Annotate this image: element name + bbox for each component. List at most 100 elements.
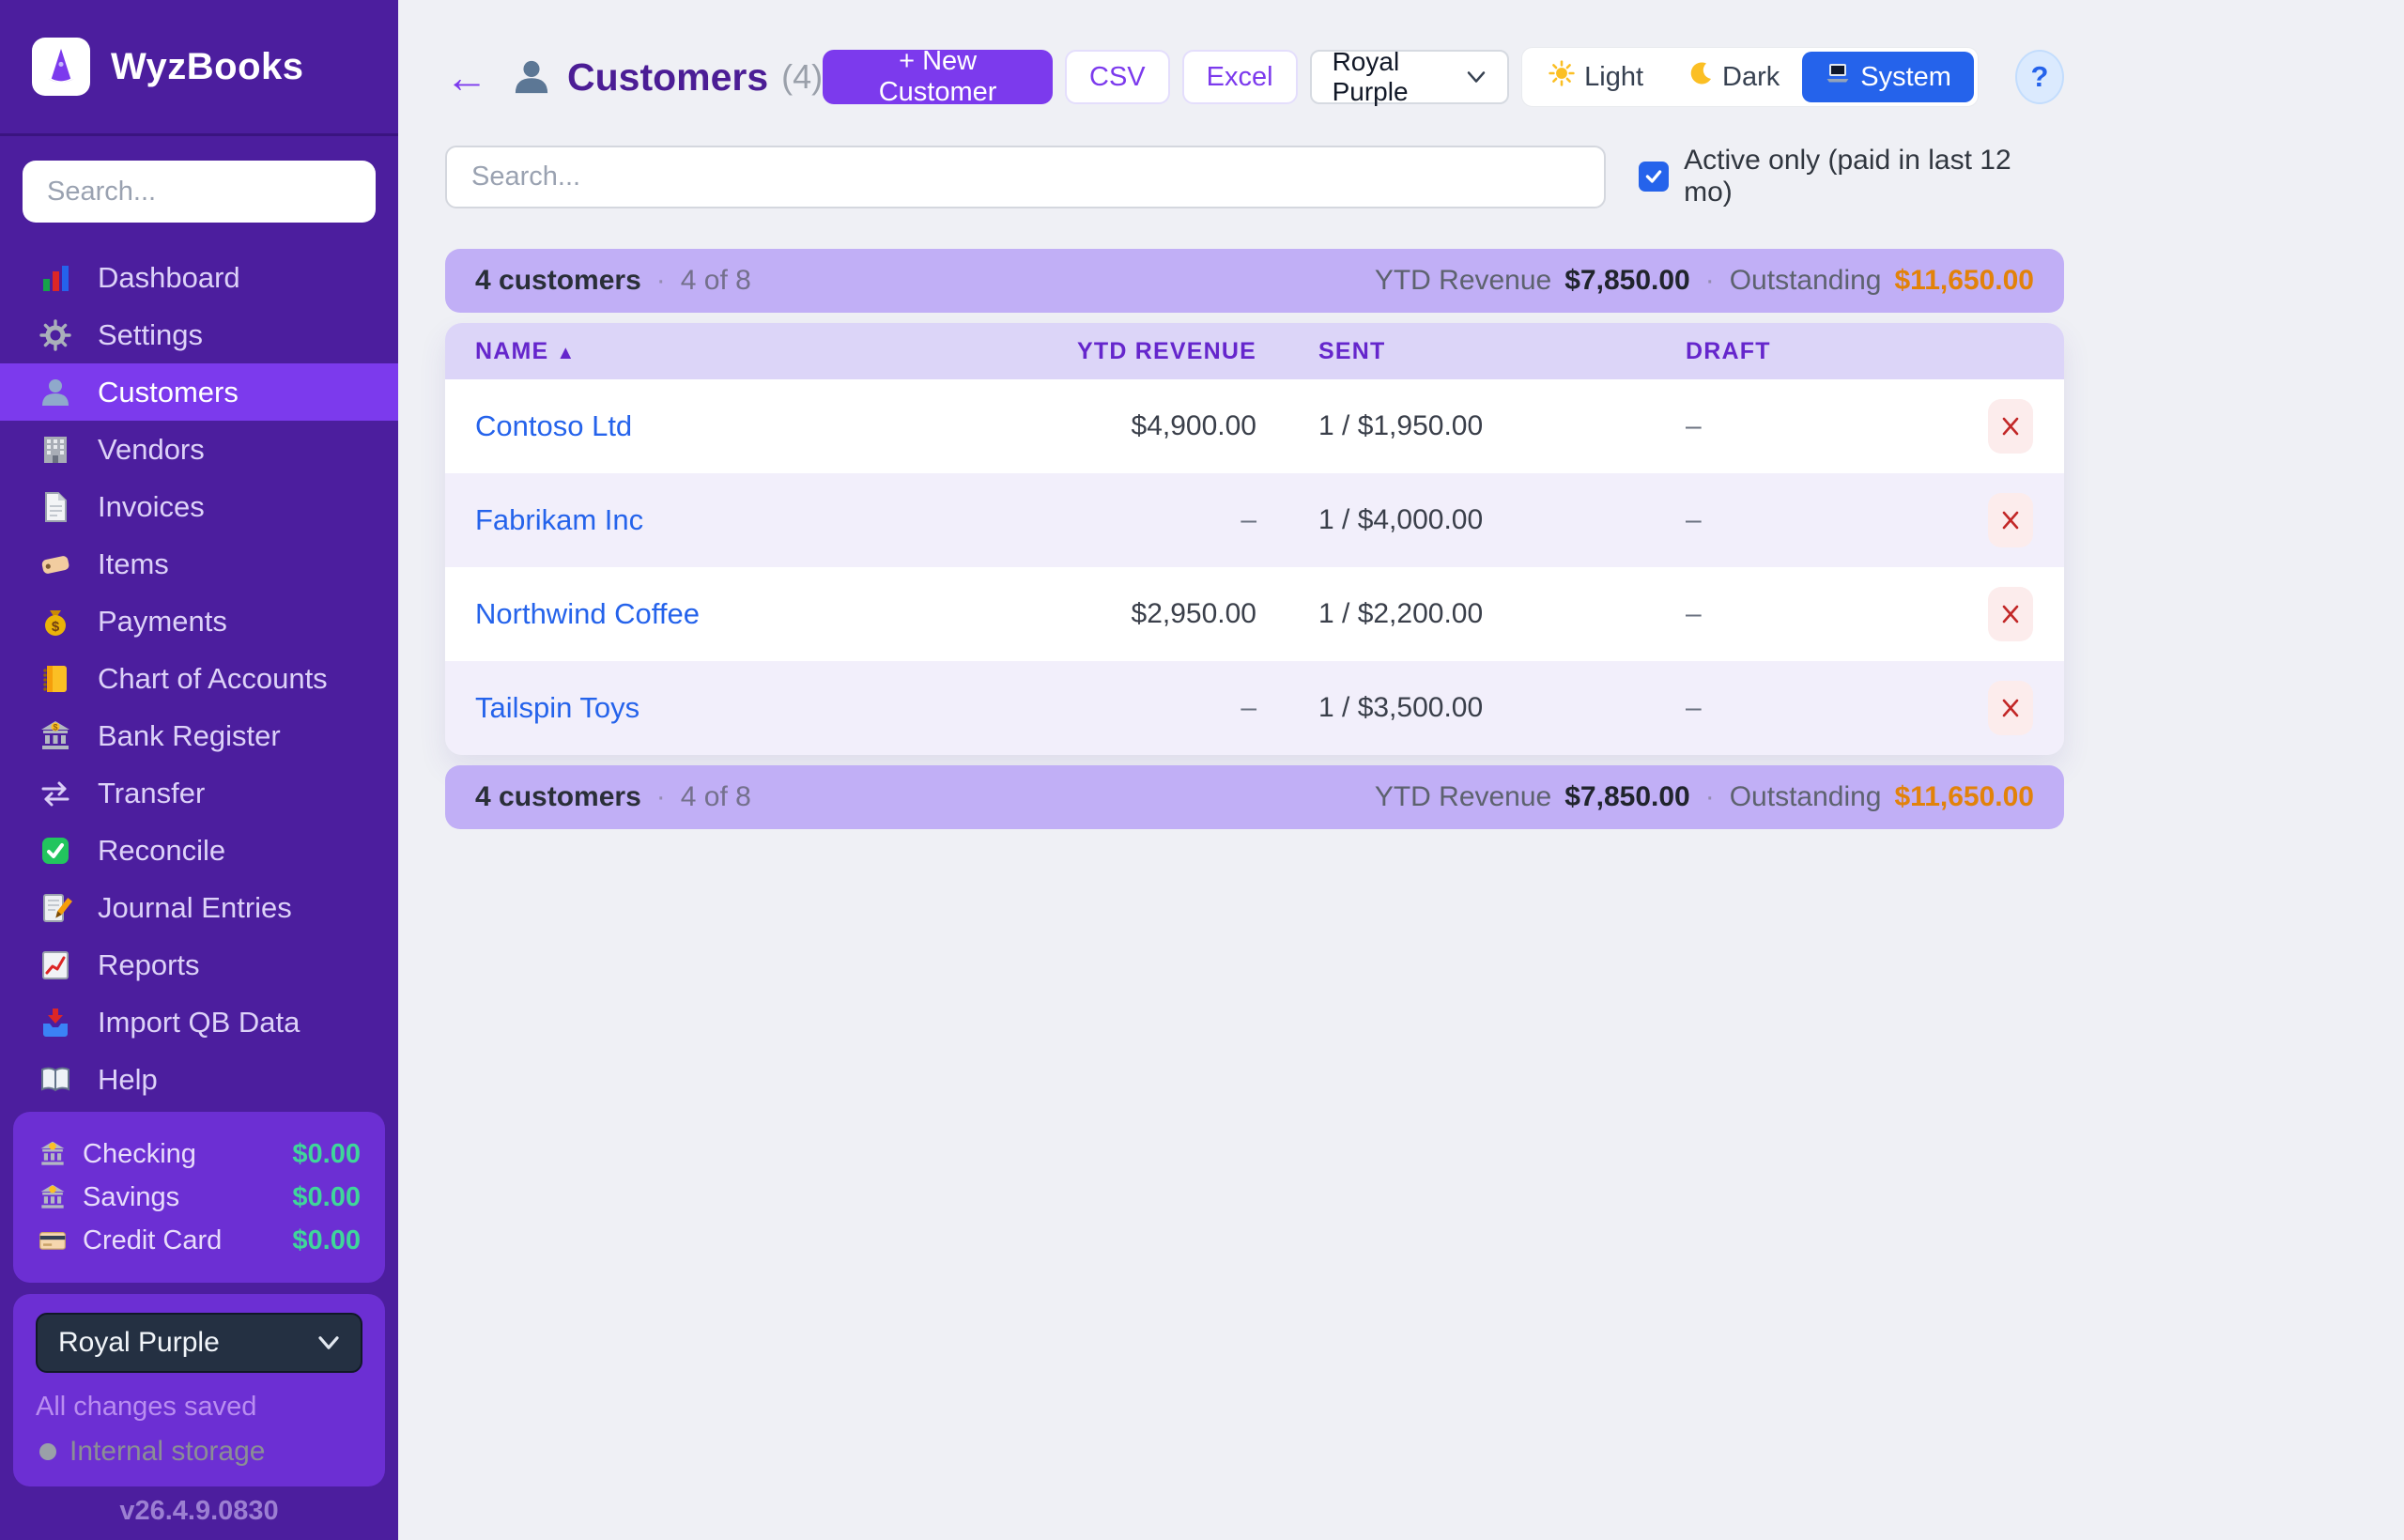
sidebar-item-vendors[interactable]: Vendors: [0, 421, 398, 478]
money-bag-icon: $: [38, 604, 73, 639]
customer-count: 4 customers: [475, 265, 641, 296]
sidebar-item-import-qb-data[interactable]: Import QB Data: [0, 993, 398, 1051]
storage-status: Internal storage: [36, 1436, 362, 1468]
theme-dark-label: Dark: [1722, 61, 1780, 92]
sidebar-item-transfer[interactable]: Transfer: [0, 764, 398, 822]
ytd-revenue-label: YTD Revenue: [1374, 265, 1552, 296]
account-balance: $0.00: [292, 1224, 361, 1255]
sent-cell: 1 / $1,950.00: [1318, 410, 1484, 441]
sidebar-item-label: Bank Register: [98, 718, 281, 752]
sidebar-item-chart-of-accounts[interactable]: Chart of Accounts: [0, 650, 398, 707]
chevron-down-icon: [317, 1334, 340, 1351]
sidebar-item-invoices[interactable]: Invoices: [0, 478, 398, 535]
summary-bar-top: 4 customers · 4 of 8 YTD Revenue $7,850.…: [445, 249, 2064, 313]
theme-dark-segment[interactable]: Dark: [1666, 52, 1802, 102]
column-header-sent[interactable]: SENT: [1318, 337, 1386, 364]
customers-table: NAME ▲ YTD REVENUE SENT DRAFT Contoso Ltd…: [445, 323, 2064, 755]
sidebar-item-label: Import QB Data: [98, 1005, 300, 1039]
help-button[interactable]: ?: [2014, 50, 2064, 104]
ytd-revenue-value: $7,850.00: [1564, 265, 1690, 296]
theme-light-segment[interactable]: Light: [1526, 52, 1666, 102]
storage-status-text: Internal storage: [69, 1436, 266, 1467]
sidebar-item-bank-register[interactable]: $ Bank Register: [0, 707, 398, 764]
theme-system-label: System: [1860, 61, 1951, 92]
person-icon: [38, 375, 73, 410]
customer-name-link[interactable]: Tailspin Toys: [475, 691, 640, 724]
sidebar-item-label: Transfer: [98, 776, 206, 809]
sidebar-item-label: Journal Entries: [98, 890, 292, 924]
export-csv-button[interactable]: CSV: [1065, 50, 1170, 104]
account-row-credit-card: Credit Card $0.00: [38, 1219, 361, 1262]
sidebar-item-payments[interactable]: $ Payments: [0, 593, 398, 650]
delete-customer-button[interactable]: [1988, 681, 2033, 735]
x-close-icon: [2002, 605, 2019, 624]
theme-light-label: Light: [1584, 61, 1644, 92]
filter-row: Active only (paid in last 12 mo): [445, 145, 2064, 208]
summary-bar-bottom: 4 customers · 4 of 8 YTD Revenue $7,850.…: [445, 765, 2064, 829]
sidebar-item-settings[interactable]: Settings: [0, 306, 398, 363]
theme-color-select-value: Royal Purple: [1332, 47, 1409, 106]
table-row: Northwind Coffee $2,950.00 1 / $2,200.00…: [445, 567, 2064, 661]
new-customer-button[interactable]: + New Customer: [823, 46, 1054, 107]
table-row: Contoso Ltd $4,900.00 1 / $1,950.00 –: [445, 379, 2064, 473]
customer-count: 4 customers: [475, 781, 641, 812]
storage-dot-icon: [39, 1443, 56, 1460]
sidebar-item-help[interactable]: Help: [0, 1051, 398, 1108]
sidebar-item-customers[interactable]: Customers: [0, 363, 398, 421]
inbox-import-icon: [38, 1005, 73, 1040]
sidebar-item-label: Chart of Accounts: [98, 661, 328, 695]
theme-select-value: Royal Purple: [58, 1327, 220, 1358]
sidebar-item-label: Reconcile: [98, 833, 226, 867]
sidebar-item-reports[interactable]: Reports: [0, 936, 398, 993]
save-status-text: All changes saved: [36, 1392, 257, 1422]
dot-separator: ·: [655, 781, 666, 812]
column-header-ytd-revenue[interactable]: YTD REVENUE: [1076, 337, 1256, 364]
check-icon: [38, 833, 73, 869]
active-only-filter[interactable]: Active only (paid in last 12 mo): [1639, 145, 2064, 208]
back-arrow-icon[interactable]: ←: [445, 53, 488, 101]
checkbox-checked-icon[interactable]: [1639, 162, 1670, 192]
customer-name-link[interactable]: Northwind Coffee: [475, 597, 700, 630]
export-excel-button[interactable]: Excel: [1181, 50, 1298, 104]
column-header-name[interactable]: NAME ▲: [475, 337, 577, 364]
table-header-row: NAME ▲ YTD REVENUE SENT DRAFT: [445, 323, 2064, 379]
building-icon: [38, 432, 73, 468]
theme-color-select[interactable]: Royal Purple: [1309, 47, 1510, 106]
customer-search-input[interactable]: [445, 145, 1607, 208]
bank-icon: $: [38, 718, 73, 754]
sidebar-item-label: Items: [98, 547, 169, 580]
outstanding-label: Outstanding: [1729, 265, 1882, 296]
delete-customer-button[interactable]: [1988, 399, 2033, 454]
transfer-arrows-icon: [38, 776, 73, 811]
theme-system-segment[interactable]: System: [1802, 52, 1974, 102]
draft-cell: –: [1686, 598, 1702, 629]
sent-cell: 1 / $4,000.00: [1318, 504, 1484, 535]
sidebar-item-items[interactable]: Items: [0, 535, 398, 593]
page-header: ← Customers (4) + New Customer CSV Excel…: [445, 46, 2064, 107]
delete-customer-button[interactable]: [1988, 493, 2033, 547]
wizard-hat-icon: [47, 48, 75, 83]
outstanding-value: $11,650.00: [1894, 781, 2035, 812]
sidebar-theme-select[interactable]: Royal Purple: [36, 1313, 362, 1373]
sidebar-item-journal-entries[interactable]: Journal Entries: [0, 879, 398, 936]
account-balances-panel: Checking $0.00 Savings $0.00 Credit Card…: [13, 1112, 385, 1283]
delete-customer-button[interactable]: [1988, 587, 2033, 641]
sun-icon: [1549, 60, 1575, 94]
x-close-icon: [2002, 417, 2019, 436]
customer-name-link[interactable]: Contoso Ltd: [475, 409, 633, 442]
sidebar-item-label: Dashboard: [98, 260, 240, 294]
column-header-draft[interactable]: DRAFT: [1686, 337, 1771, 364]
ytd-revenue-cell: –: [1241, 504, 1256, 535]
sent-cell: 1 / $2,200.00: [1318, 598, 1484, 629]
sidebar-item-reconcile[interactable]: Reconcile: [0, 822, 398, 879]
sent-cell: 1 / $3,500.00: [1318, 692, 1484, 723]
app-logo: WyzBooks: [0, 0, 398, 136]
ledger-icon: [38, 661, 73, 697]
page-title-count: (4): [781, 57, 824, 96]
sidebar-item-dashboard[interactable]: Dashboard: [0, 249, 398, 306]
sidebar-item-label: Reports: [98, 947, 200, 981]
sidebar-search-input[interactable]: [23, 161, 376, 223]
customer-name-link[interactable]: Fabrikam Inc: [475, 503, 644, 536]
account-label: Savings: [83, 1181, 180, 1212]
